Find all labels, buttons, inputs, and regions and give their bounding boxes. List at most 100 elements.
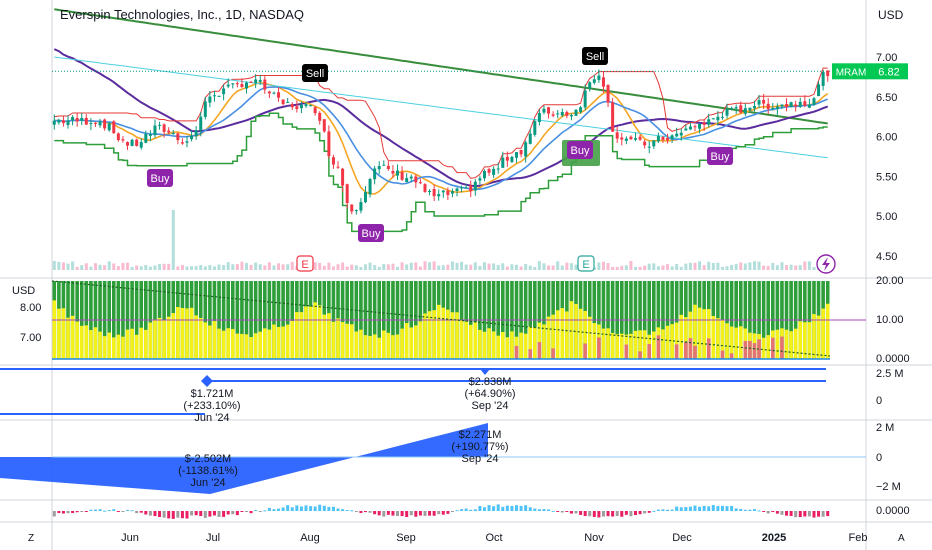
- volume-bar: [212, 266, 216, 270]
- osc-bar-yellow: [738, 326, 743, 359]
- candle-body: [460, 187, 464, 189]
- volume-bar: [327, 262, 331, 270]
- osc-bar-yellow: [194, 315, 198, 359]
- hist-bar: [309, 506, 313, 511]
- osc-bar-yellow: [93, 327, 98, 359]
- osc-bar-yellow: [386, 332, 391, 359]
- volume-bar: [601, 261, 605, 270]
- signals-overlay: Buy Sell Buy Sell Buy Buy E E MRAM 6.82: [147, 47, 908, 274]
- volume-bar: [130, 266, 134, 270]
- candle-body: [524, 142, 528, 157]
- osc-bar-yellow: [368, 335, 372, 359]
- osc-bar-yellow: [583, 311, 587, 359]
- candle-body: [130, 139, 134, 146]
- osc-bar-red: [583, 343, 587, 359]
- candle-body: [135, 139, 139, 146]
- osc-bar-yellow: [89, 330, 93, 359]
- candle-body: [322, 119, 326, 132]
- hist-bar: [327, 506, 331, 511]
- hist-bar: [363, 511, 367, 513]
- osc-bar-yellow: [491, 331, 496, 359]
- osc-bar-yellow: [258, 331, 263, 359]
- volume-bar: [286, 264, 290, 270]
- auto-scale-button[interactable]: A: [898, 533, 905, 544]
- osc-bar-yellow: [372, 334, 377, 359]
- candle-body: [180, 142, 184, 144]
- hist-bar: [112, 509, 116, 511]
- osc-bar-yellow: [281, 326, 285, 359]
- candle-body: [80, 117, 84, 121]
- osc-bar-yellow: [674, 322, 679, 359]
- hist-bar: [592, 511, 596, 517]
- time-tick: Nov: [584, 532, 604, 544]
- candle-body: [711, 118, 715, 120]
- candle-body: [391, 170, 395, 174]
- fund1-tick: 2.5 M: [876, 368, 904, 380]
- hist-bar: [519, 505, 523, 511]
- osc-bar-red: [537, 342, 542, 359]
- osc-bar-yellow: [688, 311, 693, 359]
- osc-bar-yellow: [706, 309, 711, 359]
- volume-bar: [798, 265, 802, 270]
- volume-bar: [400, 262, 404, 270]
- osc-bar-yellow: [610, 332, 615, 359]
- candle-body: [254, 79, 258, 83]
- volume-bar: [542, 263, 546, 270]
- volume-bar: [560, 265, 564, 270]
- osc-bar-yellow: [313, 302, 317, 359]
- candle-body: [126, 142, 130, 146]
- candle-body: [432, 189, 436, 197]
- hist-bar: [194, 511, 198, 516]
- candle-body: [345, 184, 349, 204]
- volume-bar: [679, 266, 683, 270]
- volume-bar: [711, 263, 715, 270]
- osc-bar-yellow: [789, 331, 793, 359]
- volume-bar: [423, 261, 427, 270]
- candle-body: [272, 92, 276, 94]
- osc-bar-yellow: [720, 319, 725, 359]
- osc-bar-yellow: [821, 308, 825, 359]
- volume-bar: [373, 265, 377, 270]
- osc-bar-yellow: [793, 328, 798, 359]
- osc-bar-yellow: [459, 319, 464, 359]
- volume-bar: [377, 266, 381, 270]
- candle-body: [148, 133, 152, 136]
- time-tick: Feb: [849, 532, 868, 544]
- hist-bar: [180, 511, 184, 519]
- zoom-z-button[interactable]: Z: [28, 533, 34, 544]
- hist-bar: [80, 511, 84, 512]
- osc-bar-yellow: [198, 317, 203, 359]
- osc-bar-yellow: [70, 315, 75, 359]
- volume-bar: [139, 266, 143, 270]
- hist-bar: [762, 511, 766, 512]
- hist-bar: [629, 511, 633, 517]
- candle-body: [634, 138, 637, 140]
- hist-bar: [428, 511, 432, 516]
- candle-body: [363, 191, 367, 203]
- volume-bar: [634, 266, 637, 270]
- candle-body: [624, 138, 628, 141]
- volume-bar: [492, 263, 496, 270]
- stop-line: [54, 112, 828, 233]
- candle-body: [569, 115, 573, 117]
- hist-bar: [148, 511, 152, 516]
- candle-body: [579, 107, 583, 112]
- candle-body: [423, 184, 427, 192]
- time-tick: Jun: [121, 532, 139, 544]
- osc-bar-red: [597, 337, 601, 359]
- hist-bar: [798, 511, 802, 518]
- candle-body: [643, 141, 647, 146]
- volume-bar: [501, 263, 505, 270]
- currency-label[interactable]: USD: [878, 8, 904, 22]
- candle-body: [652, 140, 656, 147]
- volume-bar: [162, 263, 166, 270]
- volume-bar: [368, 262, 372, 270]
- hist-bar: [258, 511, 262, 512]
- volume-bar: [647, 263, 651, 270]
- volume-bar: [135, 265, 139, 270]
- volume-bar: [720, 266, 724, 270]
- osc-bar-yellow: [253, 333, 258, 359]
- volume-bar: [716, 262, 720, 270]
- candle-body: [190, 135, 194, 140]
